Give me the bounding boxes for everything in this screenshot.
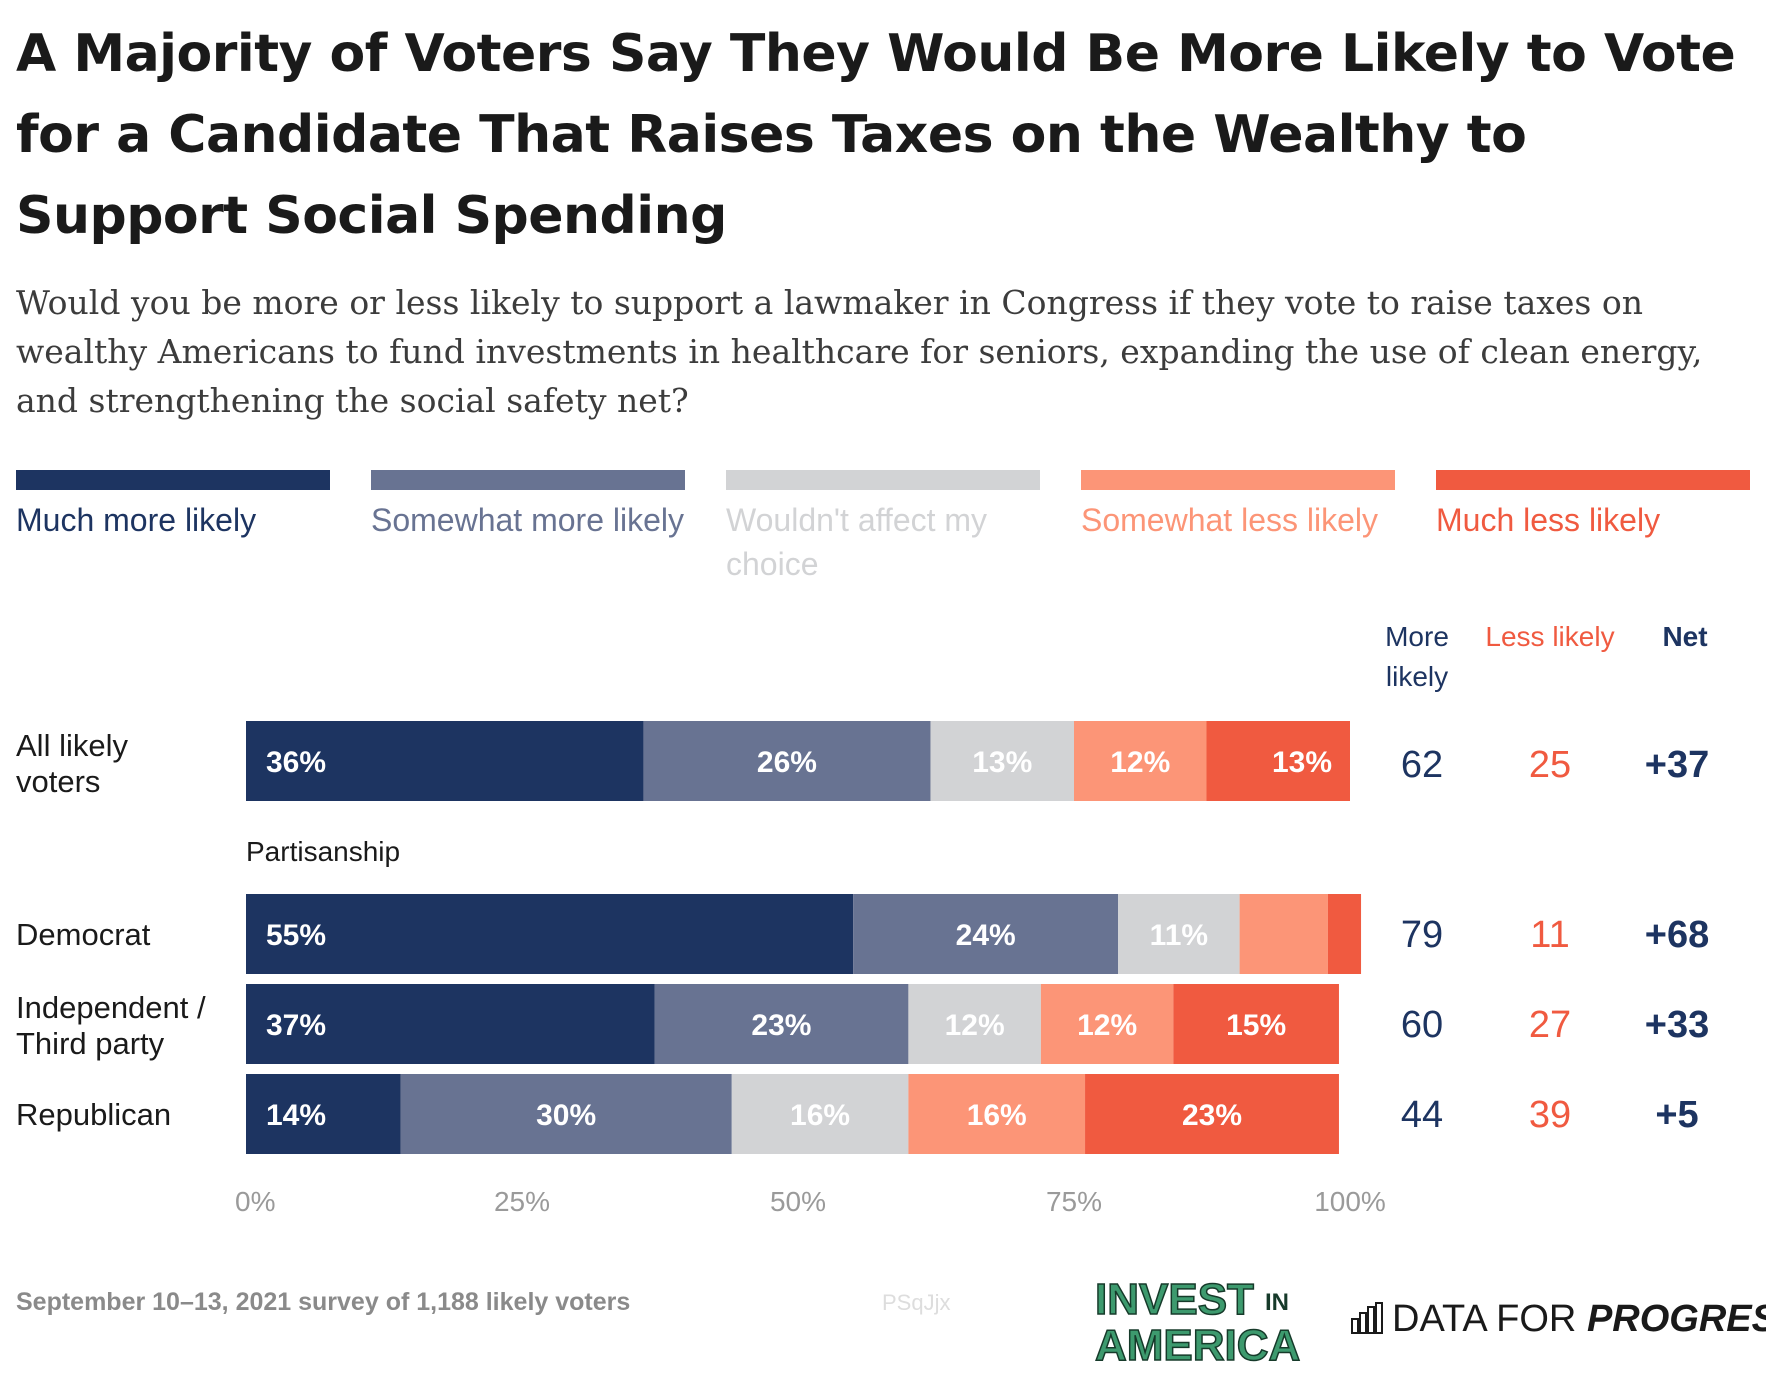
- bar-value-label: 14%: [266, 1099, 326, 1132]
- bar-segment: [1074, 721, 1207, 801]
- bar-value-label: 15%: [1226, 1009, 1286, 1042]
- bar-segment: [643, 721, 931, 801]
- logo-invest-text: INVEST: [1095, 1275, 1254, 1324]
- net-value: +33: [1644, 1004, 1710, 1046]
- legend-swatch: [1081, 470, 1395, 490]
- bar-value-label: 13%: [1272, 746, 1332, 779]
- chart-subtitle: Would you be more or less likely to supp…: [16, 283, 1703, 420]
- logo-in-text: IN: [1265, 1289, 1289, 1316]
- legend-swatch: [16, 470, 330, 490]
- bar-value-label: 12%: [945, 1009, 1005, 1042]
- legend-item-no-effect: Wouldn't affect my choice: [726, 470, 1040, 586]
- legend-swatch: [1436, 470, 1750, 490]
- bar-value-label: 37%: [266, 1009, 326, 1042]
- bar-value-label: 12%: [1077, 1009, 1137, 1042]
- bar-value-label: 24%: [956, 919, 1016, 952]
- bar-segment: [908, 1074, 1086, 1154]
- legend-label: Much more likely: [16, 502, 257, 538]
- less-likely-value: 11: [1530, 914, 1570, 956]
- legend-swatch: [726, 470, 1040, 490]
- x-tick-label: 100%: [1314, 1186, 1386, 1217]
- bar-segment: [1040, 984, 1174, 1064]
- x-tick-label: 75%: [1046, 1186, 1102, 1217]
- legend-label: Somewhat more likely: [371, 502, 684, 538]
- bar-value-label: 16%: [967, 1099, 1027, 1132]
- group-label-partisanship: Partisanship: [246, 836, 401, 867]
- bar-value-label: 23%: [1182, 1099, 1242, 1132]
- bar-segment: [731, 1074, 909, 1154]
- bar-segment: [1085, 1074, 1339, 1154]
- invest-in-america-logo: INVEST IN AMERICA: [1095, 1274, 1301, 1364]
- column-header-less: Less likely: [1485, 621, 1615, 652]
- bar-segment: [1327, 894, 1362, 974]
- bar-value-label: 36%: [266, 746, 326, 779]
- more-likely-value: 44: [1400, 1094, 1444, 1136]
- bar-value-label: 55%: [266, 919, 326, 952]
- bar-value-label: 26%: [757, 746, 817, 779]
- legend-item-much-more: Much more likely: [16, 470, 330, 542]
- row-label-democrat: Democrat: [16, 917, 151, 952]
- bar-value-label: 23%: [751, 1009, 811, 1042]
- bar-segment: [1173, 984, 1339, 1064]
- legend-item-somewhat-less: Somewhat less likely: [1081, 470, 1395, 542]
- survey-note: September 10–13, 2021 survey of 1,188 li…: [16, 1288, 631, 1316]
- net-value: +37: [1644, 744, 1710, 786]
- bar-segment: [654, 984, 909, 1064]
- row-label-republican: Republican: [16, 1097, 172, 1132]
- bar-segment: [1206, 721, 1350, 801]
- chart-code: PSqJjx: [882, 1290, 951, 1315]
- x-tick-label: 50%: [770, 1186, 826, 1217]
- column-header-more: More likely: [1385, 621, 1449, 692]
- bar-segment: [930, 721, 1074, 801]
- legend-label: Wouldn't affect my choice: [726, 502, 988, 582]
- net-value: +68: [1644, 914, 1710, 956]
- legend-label: Somewhat less likely: [1081, 502, 1378, 538]
- legend-item-somewhat-more: Somewhat more likely: [371, 470, 685, 542]
- net-value: +5: [1655, 1094, 1699, 1136]
- bar-value-label: 16%: [790, 1099, 850, 1132]
- less-likely-value: 27: [1528, 1004, 1572, 1046]
- more-likely-value: 60: [1400, 1004, 1444, 1046]
- legend-swatch: [371, 470, 685, 490]
- bar-segment: [246, 1074, 401, 1154]
- bar-segment: [1118, 894, 1240, 974]
- row-label-all: All likely voters: [16, 728, 128, 799]
- bar-segment: [246, 894, 854, 974]
- legend-item-much-less: Much less likely: [1436, 470, 1750, 542]
- legend-label: Much less likely: [1436, 502, 1661, 538]
- bar-segment: [908, 984, 1041, 1064]
- logo-america-text: AMERICA: [1095, 1321, 1300, 1364]
- chart-title: A Majority of Voters Say They Would Be M…: [16, 24, 1736, 246]
- logo-dfp-bold: PROGRESS: [1586, 1298, 1766, 1340]
- bar-segment: [246, 984, 655, 1064]
- data-for-progress-logo: DATA FOR PROGRESS: [1350, 1298, 1766, 1341]
- bar-segment: [400, 1074, 732, 1154]
- logo-dfp-plain: DATA FOR: [1392, 1298, 1577, 1340]
- bar-value-label: 11%: [1150, 919, 1208, 952]
- bar-segment: [1239, 894, 1328, 974]
- bar-chart-icon: [1351, 1302, 1383, 1334]
- bar-value-label: 13%: [972, 746, 1032, 779]
- x-tick-label: 25%: [494, 1186, 550, 1217]
- more-likely-value: 79: [1400, 914, 1444, 956]
- bar-value-label: 12%: [1110, 746, 1170, 779]
- column-header-net: Net: [1662, 621, 1708, 652]
- less-likely-value: 25: [1528, 744, 1572, 786]
- bar-value-label: 30%: [536, 1099, 596, 1132]
- x-tick-label: 0%: [235, 1186, 275, 1217]
- more-likely-value: 62: [1400, 744, 1444, 786]
- bar-segment: [246, 721, 644, 801]
- less-likely-value: 39: [1528, 1094, 1572, 1136]
- row-label-independent: Independent / Third party: [16, 990, 206, 1061]
- bar-segment: [853, 894, 1119, 974]
